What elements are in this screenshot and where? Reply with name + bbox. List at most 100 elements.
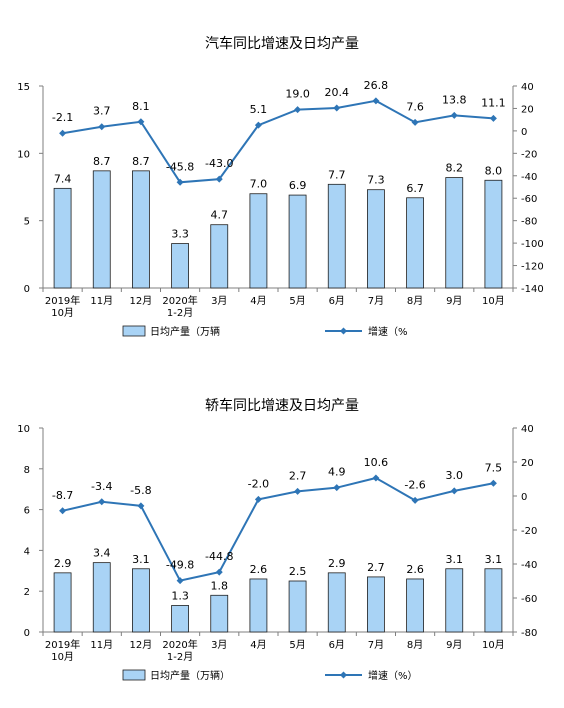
growth-point xyxy=(59,129,67,137)
line-data-label: 2.7 xyxy=(289,469,307,482)
bar xyxy=(367,576,385,633)
bar xyxy=(406,197,424,289)
bar xyxy=(484,568,503,633)
growth-point xyxy=(215,568,223,576)
bar xyxy=(288,194,307,289)
x-tick-label: 4月 xyxy=(250,639,266,651)
bar-data-label: 2.9 xyxy=(54,557,72,570)
growth-point xyxy=(254,121,262,129)
y-left-tick-label: 10 xyxy=(17,424,30,435)
growth-point xyxy=(450,487,458,495)
line-data-label: -2.0 xyxy=(248,477,269,490)
bar-data-label: 2.9 xyxy=(328,557,346,570)
bar-data-label: 4.7 xyxy=(211,209,229,222)
bar-data-label: 1.8 xyxy=(211,579,229,592)
growth-point xyxy=(372,474,380,482)
line-data-label: 26.8 xyxy=(364,79,389,92)
bar-data-label: 2.5 xyxy=(289,565,307,578)
bar-data-label: 7.0 xyxy=(250,178,268,191)
y-left-tick-label: 8 xyxy=(24,465,30,476)
growth-point xyxy=(333,104,341,112)
y-right-tick-label: -20 xyxy=(521,526,537,537)
x-tick-label: 11月 xyxy=(90,639,113,651)
bar-data-label: 3.4 xyxy=(93,547,111,560)
bar xyxy=(288,580,307,633)
line-data-label: 10.6 xyxy=(364,456,389,469)
line-data-label: -3.4 xyxy=(91,480,112,493)
legend-line-marker xyxy=(340,671,347,679)
bar-data-label: 6.9 xyxy=(289,179,307,192)
line-data-label: 5.1 xyxy=(250,103,268,116)
line-data-label: -5.8 xyxy=(130,484,151,497)
legend-line-label: 增速（%） xyxy=(368,669,418,682)
bar xyxy=(132,568,150,633)
line-data-label: -2.6 xyxy=(404,478,425,491)
bar-data-label: 7.4 xyxy=(54,172,72,185)
y-left-tick-label: 0 xyxy=(24,284,30,295)
x-tick-label: 12月 xyxy=(130,295,153,307)
y-left-tick-label: 5 xyxy=(24,217,30,228)
bar-data-label: 2.7 xyxy=(367,561,385,574)
legend: 日均产量（万辆 增速（% xyxy=(122,325,408,338)
y-right-tick-label: -120 xyxy=(521,262,544,273)
x-tick-label: 1-2月 xyxy=(167,651,193,663)
y-right-tick-label: -40 xyxy=(521,560,537,571)
growth-point xyxy=(98,123,106,131)
bar xyxy=(210,224,229,289)
bar-data-label: 2.6 xyxy=(406,563,424,576)
bar xyxy=(53,187,72,289)
legend: 日均产量（万辆） 增速（%） xyxy=(122,669,418,682)
growth-point xyxy=(215,175,223,183)
bar xyxy=(132,170,150,289)
growth-point xyxy=(137,118,145,126)
bar-data-label: 8.7 xyxy=(93,155,111,168)
x-tick-label: 8月 xyxy=(407,295,423,307)
bar xyxy=(53,572,72,633)
legend-line-label: 增速（% xyxy=(368,325,408,338)
legend-line-marker xyxy=(340,327,347,335)
legend-bar-label: 日均产量（万辆 xyxy=(150,325,220,338)
bar xyxy=(406,578,424,633)
y-right-tick-label: 40 xyxy=(521,82,534,93)
x-tick-label: 10月 xyxy=(482,295,505,307)
growth-point xyxy=(59,507,67,515)
x-tick-label: 5月 xyxy=(289,295,305,307)
legend-bar-label: 日均产量（万辆） xyxy=(150,669,230,682)
y-right-tick-label: -20 xyxy=(521,149,537,160)
x-tick-label: 12月 xyxy=(130,639,153,651)
bar xyxy=(367,189,385,289)
line-data-label: -49.8 xyxy=(166,559,194,572)
growth-point xyxy=(254,495,262,503)
bar xyxy=(445,568,464,633)
x-tick-label: 8月 xyxy=(407,639,423,651)
chart-title: 汽车同比增速及日均产量 xyxy=(205,35,359,52)
y-right-tick-label: 40 xyxy=(521,424,534,435)
y-right-tick-label: -100 xyxy=(521,239,544,250)
x-tick-label: 2020年 xyxy=(162,638,197,651)
growth-point xyxy=(137,502,145,510)
x-tick-label: 2019年 xyxy=(45,294,80,307)
y-right-tick-label: 0 xyxy=(521,127,527,138)
growth-point xyxy=(176,577,184,585)
y-left-tick-label: 4 xyxy=(24,546,30,557)
x-tick-label: 10月 xyxy=(482,639,505,651)
bar xyxy=(327,183,346,289)
growth-point xyxy=(372,97,380,105)
bar xyxy=(171,605,189,633)
x-tick-label: 3月 xyxy=(211,295,227,307)
growth-point xyxy=(294,106,302,114)
y-right-tick-label: -40 xyxy=(521,172,537,183)
y-right-tick-label: 20 xyxy=(521,104,534,115)
line-data-label: 3.7 xyxy=(93,105,111,118)
y-right-tick-label: 0 xyxy=(521,492,527,503)
y-right-tick-label: -140 xyxy=(521,284,544,295)
growth-point xyxy=(98,498,106,506)
y-left-tick-label: 0 xyxy=(24,628,30,639)
line-data-label: 7.6 xyxy=(406,100,424,113)
bar-data-label: 3.1 xyxy=(485,553,503,566)
x-tick-label: 6月 xyxy=(329,295,345,307)
legend-bar-swatch xyxy=(122,669,146,681)
growth-point xyxy=(489,114,497,122)
growth-point xyxy=(294,487,302,495)
chart-1: 汽车同比增速及日均产量 0 5 10 15 -140 -120 -100 -80 -60 -40 -2… xyxy=(17,35,543,338)
